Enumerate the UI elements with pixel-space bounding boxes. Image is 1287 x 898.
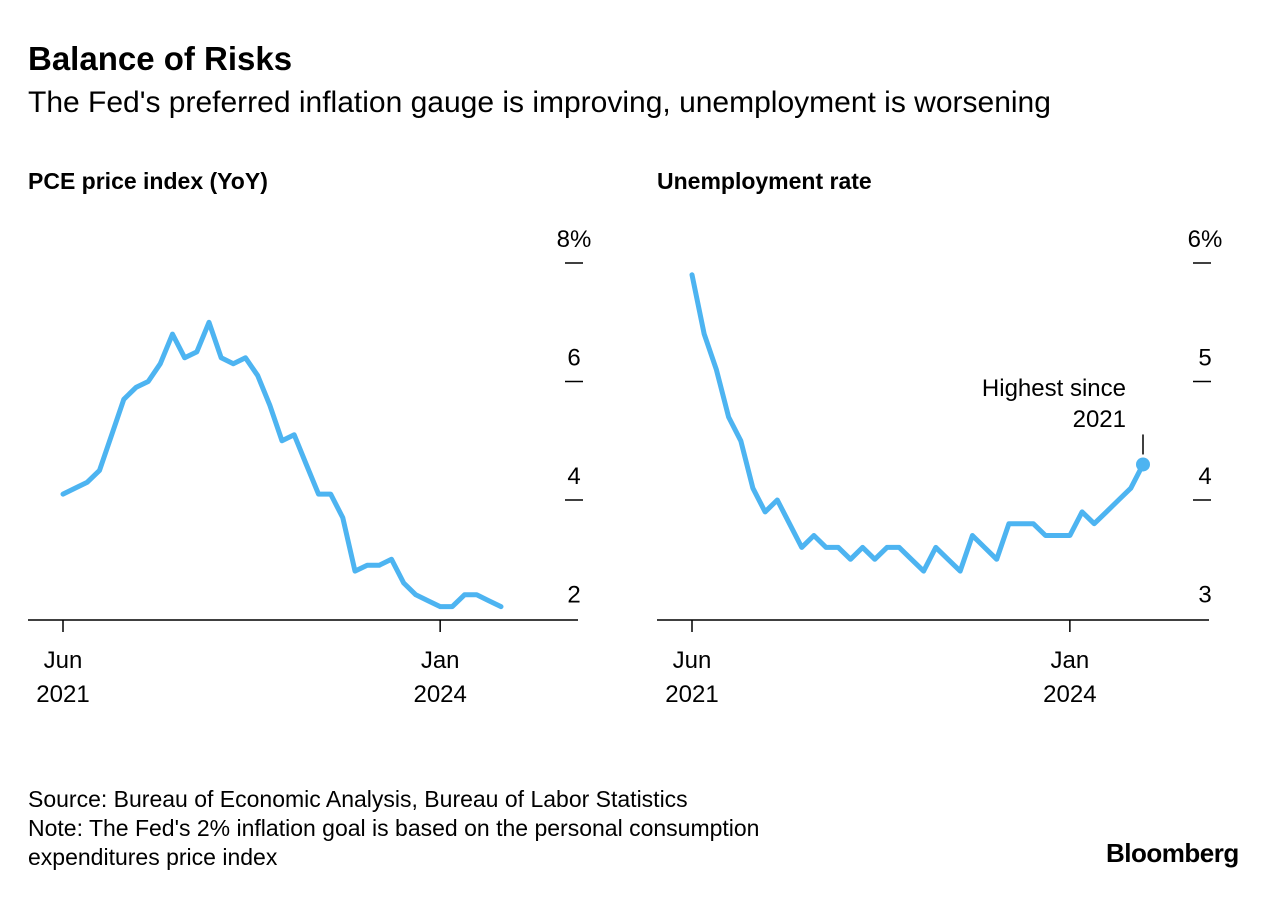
pce-y-tick-label-2: 4: [567, 463, 580, 490]
footnote-line-2: expenditures price index: [28, 844, 278, 870]
unemp-x-tick-label-1-line1: Jan: [1051, 647, 1090, 674]
unemployment-chart: 6% 5 4 3 Jun 2021 Jan 2024 Highest since 2021: [657, 226, 1223, 708]
pce-x-tick-label-0-line2: 2021: [36, 681, 89, 708]
pce-y-tick-label-3: 2: [567, 582, 580, 609]
pce-y-tick-label-1: 6: [567, 345, 580, 372]
pce-y-tick-label-0: 8%: [557, 226, 592, 253]
source-note: Source: Bureau of Economic Analysis, Bur…: [28, 786, 688, 812]
chart-subtitle: The Fed's preferred inflation gauge is i…: [28, 86, 1051, 119]
chart-title: Balance of Risks: [28, 40, 293, 77]
unemp-annotation-line1: Highest since: [982, 375, 1126, 402]
pce-panel-title: PCE price index (YoY): [28, 168, 268, 194]
unemp-y-tick-label-2: 4: [1198, 463, 1211, 490]
unemp-x-tick-label-0-line1: Jun: [673, 647, 712, 674]
unemp-y-tick-label-0: 6%: [1188, 226, 1223, 253]
pce-x-tick-label-1-line1: Jan: [421, 647, 460, 674]
pce-series-line: [60, 319, 504, 610]
unemp-last-point-marker: [1136, 457, 1150, 472]
pce-x-tick-label-0-line1: Jun: [44, 647, 83, 674]
unemp-x-tick-label-1-line2: 2024: [1043, 681, 1096, 708]
pce-x-tick-label-1-line2: 2024: [413, 681, 466, 708]
unemp-x-tick-label-0-line2: 2021: [665, 681, 718, 708]
footnote-line-1: Note: The Fed's 2% inflation goal is bas…: [28, 815, 760, 841]
unemp-y-tick-label-3: 3: [1198, 582, 1211, 609]
unemployment-panel-title: Unemployment rate: [657, 168, 872, 194]
unemp-annotation-line2: 2021: [1073, 406, 1126, 433]
bloomberg-logo: Bloomberg: [1106, 838, 1239, 868]
unemp-series-line: [689, 272, 1146, 574]
footer: Source: Bureau of Economic Analysis, Bur…: [28, 785, 759, 872]
pce-chart: 8% 6 4 2 Jun 2021 Jan 2024: [28, 226, 592, 708]
unemp-y-tick-label-1: 5: [1198, 345, 1211, 372]
